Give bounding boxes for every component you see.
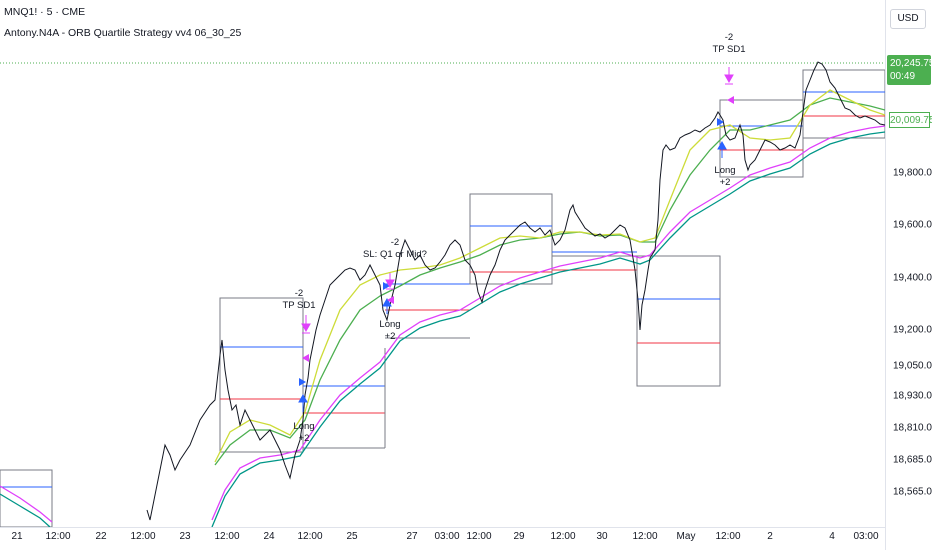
price-line [146,61,885,521]
long2-label: Long [379,319,401,330]
time-axis[interactable] [0,527,885,551]
price-tick: 19,200.00 [893,324,932,336]
ema-teal-line-left [0,493,51,527]
long3-label: Long [714,165,736,176]
time-tick: 24 [263,531,275,542]
long1-label: Long [293,421,315,432]
tp-exit-arrow-2 [724,67,734,85]
long-entry-arrow-1 [298,393,308,412]
time-tick: 12:00 [214,531,240,542]
bar-countdown: 00:49 [890,71,916,82]
orb-box-3 [303,348,386,449]
ema-teal-line [211,131,885,527]
last-price-tag: 20,245.75 00:49 [887,55,932,85]
long1-count: +2 [298,433,310,444]
orb-box-4 [385,283,470,339]
time-tick: 4 [829,531,835,542]
long3-count: +2 [719,177,731,188]
time-tick: 22 [95,531,107,542]
price-tick: 19,400.00 [893,272,932,284]
sl-exit-arrow [385,273,395,290]
sl-label: SL: Q1 or Mid? [363,249,427,260]
time-tick: 12:00 [130,531,156,542]
orb-box-7 [636,255,721,387]
price-tick: 18,930.00 [893,390,932,402]
time-tick: 25 [346,531,358,542]
sl-count: -2 [390,237,400,248]
price-tick: 19,800.00 [893,167,932,179]
orb-box-9 [802,69,885,139]
time-tick: 12:00 [45,531,71,542]
time-tick: 2 [767,531,773,542]
orb-box-5 [469,193,553,285]
orb-range-rect [0,469,53,527]
time-tick: 12:00 [297,531,323,542]
last-price-value: 20,245.75 [890,58,932,69]
orb-range-rect [219,297,304,453]
ema-yellow-line [214,89,885,463]
orb-range-rect [469,193,553,285]
time-tick: 23 [179,531,191,542]
orb-range-rect [636,255,721,387]
price-tick: 18,685.00 [893,454,932,466]
price-tick: 19,050.00 [893,360,932,372]
study-name[interactable]: Antony.N4A - ORB Quartile Strategy vv4 0… [4,27,242,39]
price-axis[interactable] [885,0,932,550]
long-entry-arrow-3 [717,140,727,158]
long3-annotation: Long +2 [714,165,735,189]
tp1-label: TP SD1 [282,300,316,311]
chart-plot-area[interactable] [0,0,885,527]
time-tick: May [676,531,696,542]
time-tick: 12:00 [715,531,741,542]
ema-green-line [214,97,885,466]
tp2-label: TP SD1 [712,44,746,55]
ema-value-tag: 20,009.75 [889,112,932,128]
tp-exit-arrow-1 [301,315,311,334]
long2-count: +2 [384,331,396,342]
orb-box-1 [0,469,53,527]
time-tick: 30 [596,531,608,542]
long1-annotation: Long +2 [293,421,314,445]
exit-flag-2 [387,296,394,304]
time-tick: 12:00 [466,531,492,542]
ema-magenta-line-left [0,485,53,523]
long-entry-arrow-2 [382,297,392,314]
time-tick: 03:00 [853,531,879,542]
tp2-count: -2 [724,32,734,43]
entry-flag-2 [383,282,390,290]
tp2-annotation: -2 TP SD1 [712,32,745,56]
currency-button[interactable]: USD [890,9,926,29]
time-tick: 12:00 [550,531,576,542]
entry-flag-1 [299,378,306,386]
symbol-label[interactable]: MNQ1! · 5 · CME [4,6,86,18]
time-tick: 21 [11,531,23,542]
time-tick: 29 [513,531,525,542]
exit-flag-3 [727,96,734,104]
orb-box-6 [552,251,720,271]
entry-flag-3 [717,118,724,126]
time-tick: 03:00 [434,531,460,542]
exit-flag-1 [302,354,309,362]
tp1-annotation: -2 TP SD1 [282,288,315,312]
time-tick: 12:00 [632,531,658,542]
orb-range-rect [802,69,885,139]
ema-magenta-line [211,125,885,521]
price-tick: 18,565.00 [893,486,932,498]
long2-annotation: Long +2 [379,319,400,343]
orb-box-2 [219,297,304,453]
tp1-count: -2 [294,288,304,299]
price-tick: 19,600.00 [893,219,932,231]
sl-annotation: -2 SL: Q1 or Mid? [363,237,427,261]
price-tick: 18,810.00 [893,422,932,434]
time-tick: 27 [406,531,418,542]
